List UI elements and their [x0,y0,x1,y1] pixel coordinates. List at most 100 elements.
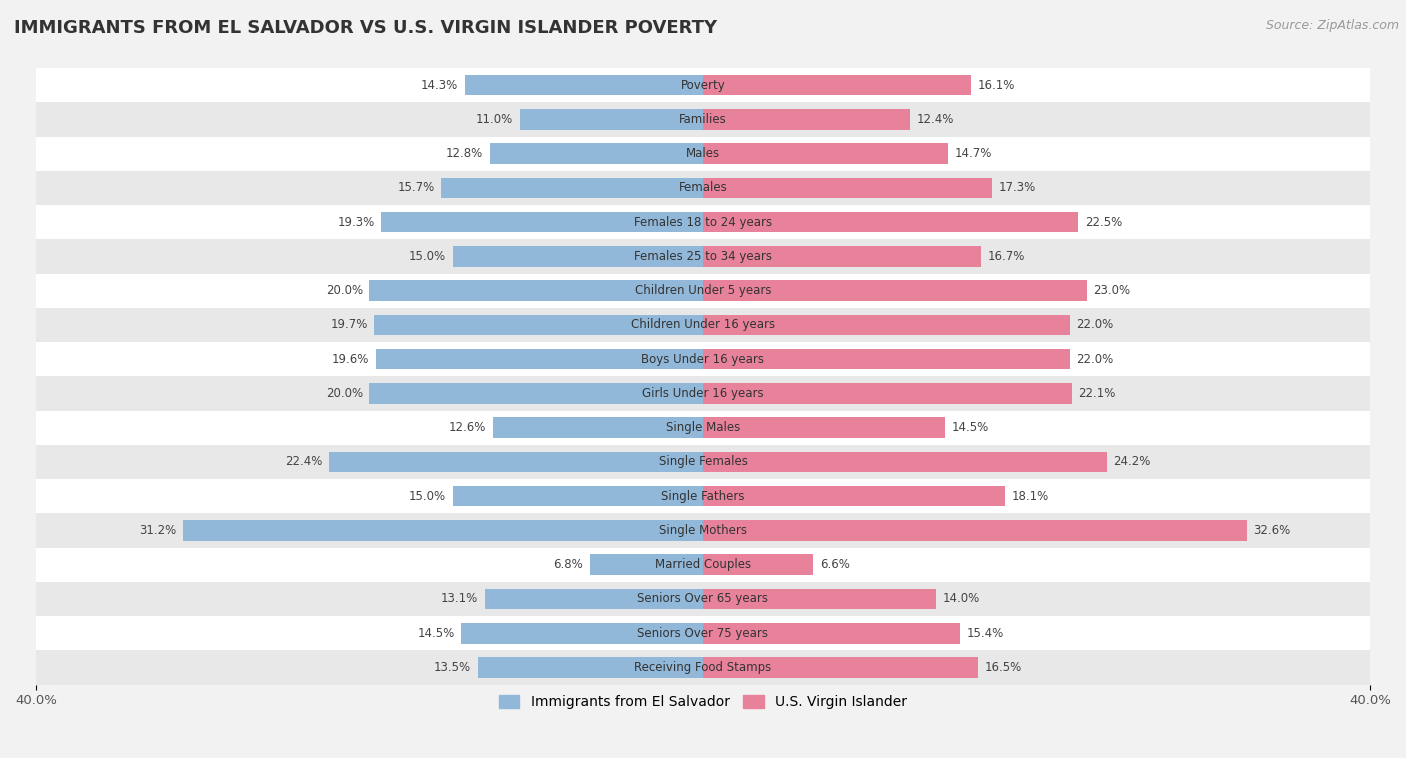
Bar [703,315,1070,335]
Bar [703,452,1107,472]
Bar [370,280,703,301]
Bar [37,547,1369,582]
Bar [37,650,1369,684]
Bar [485,589,703,609]
Text: 31.2%: 31.2% [139,524,176,537]
Text: 17.3%: 17.3% [998,181,1035,195]
Bar [381,212,703,233]
Bar [703,418,945,438]
Bar [37,205,1369,240]
Bar [37,411,1369,445]
Text: 16.7%: 16.7% [988,250,1025,263]
Bar [703,177,991,199]
Bar [703,143,948,164]
Text: 22.4%: 22.4% [285,456,323,468]
Bar [703,109,910,130]
Text: 14.7%: 14.7% [955,147,993,160]
Bar [37,274,1369,308]
Bar [37,68,1369,102]
Text: 14.5%: 14.5% [418,627,454,640]
Text: IMMIGRANTS FROM EL SALVADOR VS U.S. VIRGIN ISLANDER POVERTY: IMMIGRANTS FROM EL SALVADOR VS U.S. VIRG… [14,19,717,37]
Text: Females 25 to 34 years: Females 25 to 34 years [634,250,772,263]
Text: Source: ZipAtlas.com: Source: ZipAtlas.com [1265,19,1399,32]
Text: 24.2%: 24.2% [1114,456,1150,468]
Bar [703,384,1071,404]
Text: 19.6%: 19.6% [332,352,370,365]
Text: Females 18 to 24 years: Females 18 to 24 years [634,216,772,229]
Bar [37,513,1369,547]
Bar [37,102,1369,136]
Bar [494,418,703,438]
Text: 6.8%: 6.8% [553,558,583,572]
Text: Females: Females [679,181,727,195]
Bar [461,623,703,644]
Text: 15.7%: 15.7% [398,181,434,195]
Legend: Immigrants from El Salvador, U.S. Virgin Islander: Immigrants from El Salvador, U.S. Virgin… [494,690,912,715]
Bar [464,75,703,96]
Text: 23.0%: 23.0% [1094,284,1130,297]
Text: Children Under 5 years: Children Under 5 years [634,284,772,297]
Bar [370,384,703,404]
Bar [703,280,1087,301]
Bar [329,452,703,472]
Bar [374,315,703,335]
Text: Single Fathers: Single Fathers [661,490,745,503]
Text: 14.5%: 14.5% [952,421,988,434]
Text: Seniors Over 65 years: Seniors Over 65 years [637,593,769,606]
Text: 18.1%: 18.1% [1011,490,1049,503]
Bar [453,246,703,267]
Bar [703,520,1247,540]
Text: Married Couples: Married Couples [655,558,751,572]
Text: 22.1%: 22.1% [1078,387,1115,400]
Text: 22.0%: 22.0% [1077,352,1114,365]
Bar [703,657,979,678]
Text: 14.3%: 14.3% [420,79,458,92]
Text: Single Females: Single Females [658,456,748,468]
Bar [37,582,1369,616]
Text: 20.0%: 20.0% [326,284,363,297]
Bar [703,246,981,267]
Bar [37,445,1369,479]
Text: 6.6%: 6.6% [820,558,849,572]
Text: 12.4%: 12.4% [917,113,953,126]
Text: Boys Under 16 years: Boys Under 16 years [641,352,765,365]
Bar [37,171,1369,205]
Text: 11.0%: 11.0% [475,113,513,126]
Bar [377,349,703,369]
Bar [37,240,1369,274]
Text: 12.8%: 12.8% [446,147,482,160]
Text: Poverty: Poverty [681,79,725,92]
Bar [520,109,703,130]
Text: 15.0%: 15.0% [409,490,446,503]
Text: 16.5%: 16.5% [984,661,1022,674]
Bar [703,623,960,644]
Bar [37,376,1369,411]
Bar [489,143,703,164]
Text: 14.0%: 14.0% [943,593,980,606]
Text: Males: Males [686,147,720,160]
Text: Single Mothers: Single Mothers [659,524,747,537]
Text: 15.0%: 15.0% [409,250,446,263]
Text: Seniors Over 75 years: Seniors Over 75 years [637,627,769,640]
Bar [703,589,936,609]
Text: 13.5%: 13.5% [434,661,471,674]
Text: Single Males: Single Males [666,421,740,434]
Text: 19.7%: 19.7% [330,318,368,331]
Bar [37,136,1369,171]
Bar [37,479,1369,513]
Bar [453,486,703,506]
Text: Receiving Food Stamps: Receiving Food Stamps [634,661,772,674]
Text: 15.4%: 15.4% [966,627,1004,640]
Text: Children Under 16 years: Children Under 16 years [631,318,775,331]
Bar [183,520,703,540]
Bar [478,657,703,678]
Text: 22.0%: 22.0% [1077,318,1114,331]
Bar [703,349,1070,369]
Bar [703,212,1078,233]
Bar [37,308,1369,342]
Bar [703,554,813,575]
Text: 16.1%: 16.1% [979,79,1015,92]
Text: 32.6%: 32.6% [1253,524,1291,537]
Bar [589,554,703,575]
Text: 22.5%: 22.5% [1085,216,1122,229]
